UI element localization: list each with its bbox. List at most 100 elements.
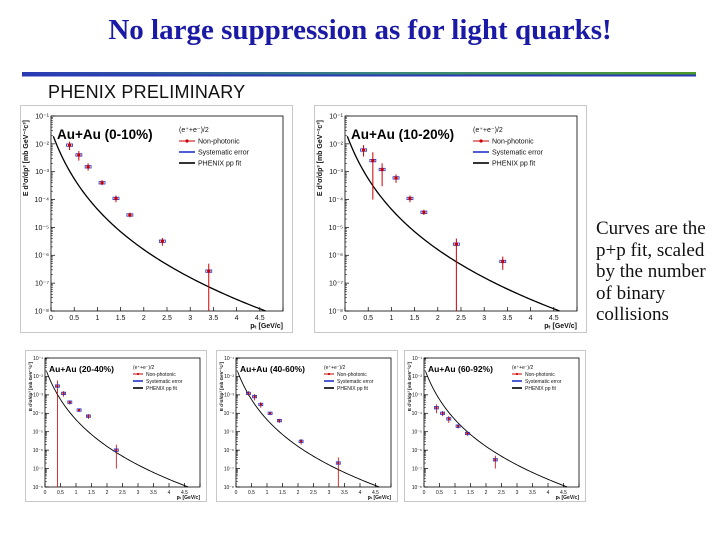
x-tick-label: 4.5 [372,490,379,496]
slide-title: No large suppression as for light quarks… [108,14,612,46]
chart-panel-60-92: 10⁻¹ 10⁻² 10⁻³ 10⁻⁴ 10⁻⁵ 10⁻⁶ 10⁻⁷ 10⁻⁸ 0 0.5 1 1.5… [404,350,586,502]
y-tick-label: 10⁻⁶ [224,448,234,454]
legend-label-nonphotonic: Non-photonic [492,138,534,145]
y-tick-label: 10⁻¹ [412,356,422,362]
x-tick-label: 3.5 [341,490,348,496]
systematic-box [54,384,60,388]
y-tick-label: 10⁻⁵ [35,225,49,232]
x-tick-label: 0.5 [363,315,373,322]
x-tick-label: 1.5 [467,490,474,496]
plot-frame [44,357,201,488]
x-tick-label: 1 [95,315,99,322]
caption-text: Curves are the p+p fit, scaled by the nu… [596,218,706,325]
y-tick-label: 10⁻⁶ [412,448,422,454]
data-point [454,242,459,246]
y-axis-label: E d³σ/dp³ [mb GeV⁻²c³] [23,120,30,196]
legend-marker-nonphotonic [185,139,189,143]
y-axis-label: E d³σ/dp³ [mb GeV⁻²c³] [317,120,324,196]
x-tick-label: 2.5 [119,490,126,496]
data-point [114,196,118,201]
legend-label-fit: PHENIX pp fit [337,386,368,392]
x-tick-label: 4.5 [549,315,559,322]
x-tick-label: 0 [343,315,347,322]
y-tick-label: 10⁻³ [33,393,43,399]
y-tick-label: 10⁻⁸ [224,485,234,491]
panel-title: Au+Au (40-60%) [240,364,305,374]
y-tick-label: 10⁻¹ [35,113,49,120]
x-tick-label: 2.5 [162,315,172,322]
x-tick-label: 2.5 [456,315,466,322]
x-tick-label: 4.5 [560,490,567,496]
x-tick-label: 3 [328,490,331,496]
x-axis-label: pₜ [GeV/c] [177,495,201,501]
data-point [259,403,262,406]
data-point [494,458,497,461]
data-point [371,158,375,163]
title-divider [22,72,696,77]
x-tick-label: 0.5 [57,490,64,496]
x-tick-label: 1 [75,490,78,496]
data-point [380,167,384,172]
data-point [394,176,398,180]
legend-header: (e⁺+e⁻)/2 [473,127,503,134]
systematic-box [298,439,304,443]
data-point [441,412,444,415]
pp-fit-curve [346,136,560,312]
y-tick-label: 10⁻⁶ [329,253,343,260]
data-point [100,181,104,185]
x-axis-label: pₜ [GeV/c] [368,495,392,501]
x-tick-label: 1.5 [410,315,420,322]
data-point [87,414,90,418]
legend-label-nonphotonic: Non-photonic [146,372,176,378]
x-tick-label: 0.5 [69,315,79,322]
legend-label-fit: PHENIX pp fit [492,160,535,167]
data-point [253,395,256,398]
legend-header: (e⁺+e⁻)/2 [512,365,533,371]
x-tick-label: 3 [137,490,140,496]
data-point [62,392,65,395]
legend-label-fit: PHENIX pp fit [198,160,241,167]
data-point [247,392,250,395]
data-point [160,239,165,243]
x-tick-label: 1 [389,315,393,322]
x-tick-label: 3.5 [209,315,219,322]
data-point [435,406,438,409]
data-point [128,213,132,217]
chart-40-60: 10⁻¹ 10⁻² 10⁻³ 10⁻⁴ 10⁻⁵ 10⁻⁶ 10⁻⁷ 10⁻⁸0 0.5 1 1.5… [219,356,392,501]
y-tick-label: 10⁻¹ [329,113,343,120]
data-point [115,448,118,452]
systematic-box [245,391,251,395]
y-tick-label: 10⁻⁸ [35,308,49,315]
data-point [456,424,460,428]
legend-label-nonphotonic: Non-photonic [337,372,367,378]
legend-marker-nonphotonic [136,372,140,376]
legend-label-systematic: Systematic error [492,149,544,156]
x-tick-label: 4 [168,490,171,496]
x-axis-label: pₜ [GeV/c] [544,323,577,330]
data-point [408,196,412,201]
chart-10-20: 10⁻¹ 10⁻² 10⁻³ 10⁻⁴ 10⁻⁵ 10⁻⁶ 10⁻⁷ 10⁻⁸0 0.5 1 1.5… [317,113,578,330]
x-axis-label: pₜ [GeV/c] [556,495,580,501]
y-tick-label: 10⁻⁴ [329,197,344,204]
y-tick-label: 10⁻⁶ [35,253,49,260]
y-tick-label: 10⁻¹ [224,356,234,362]
x-tick-label: 3 [482,315,486,322]
legend-header: (e⁺+e⁻)/2 [324,365,345,371]
y-tick-label: 10⁻⁸ [412,485,422,491]
legend-header: (e⁺+e⁻)/2 [133,365,154,371]
legend-label-systematic: Systematic error [337,379,374,385]
chart-panel-10-20: 10⁻¹ 10⁻² 10⁻³ 10⁻⁴ 10⁻⁵ 10⁻⁶ 10⁻⁷ 10⁻⁸ 0 0.5 1 1.5… [314,105,587,333]
systematic-box [113,448,119,452]
legend-label-fit: PHENIX pp fit [525,386,556,392]
y-tick-label: 10⁻² [35,141,49,148]
y-axis-label: E d³σ/dp³ [mb GeV⁻²c³] [28,362,33,411]
y-tick-label: 10⁻² [33,374,43,380]
x-tick-label: 4.5 [181,490,188,496]
chart-60-92: 10⁻¹ 10⁻² 10⁻³ 10⁻⁴ 10⁻⁵ 10⁻⁶ 10⁻⁷ 10⁻⁸0 0.5 1 1.5… [407,356,580,501]
data-point [268,412,272,415]
panel-title: Au+Au (60-92%) [428,364,493,374]
x-axis-label: pₜ [GeV/c] [250,323,283,330]
x-tick-label: 0.5 [248,490,255,496]
data-point [337,461,340,465]
y-tick-label: 10⁻⁶ [33,448,43,454]
